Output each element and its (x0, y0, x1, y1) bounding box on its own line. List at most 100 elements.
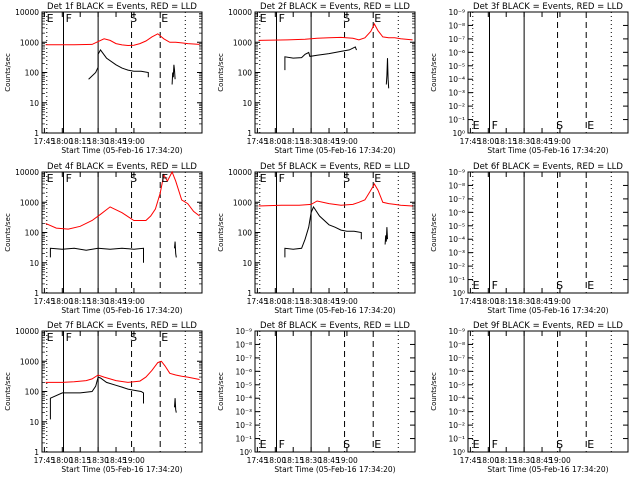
x-tick-label: 17:45 (247, 456, 269, 465)
event-marker-label: E (587, 119, 594, 132)
x-tick-label: 18:30 (513, 137, 535, 146)
event-marker-label: S (130, 331, 137, 344)
panel-det3: Det 3f BLACK = Events, RED = LLD Counts/s… (430, 2, 629, 155)
x-tick-label: 19:00 (336, 137, 358, 146)
y-tick-label: 10000 (15, 168, 39, 177)
x-tick-label: 18:30 (87, 137, 109, 146)
y-tick-label: 10⁻⁸ (448, 340, 465, 349)
series-lld-line (258, 22, 413, 41)
event-marker-label: F (279, 12, 285, 25)
x-tick-label: 18:45 (105, 456, 127, 465)
series-events-line (88, 48, 149, 80)
x-tick-label: 18:15 (282, 456, 304, 465)
x-tick-label: 17:45 (460, 456, 482, 465)
x-tick-label: 18:00 (51, 297, 73, 306)
x-tick-label: 17:45 (460, 297, 482, 306)
event-marker-label: F (492, 438, 498, 451)
panel-title: Det 2f BLACK = Events, RED = LLD (260, 2, 410, 12)
y-tick-label: 10000 (15, 327, 39, 336)
event-marker-label: F (279, 172, 285, 185)
x-tick-label: 18:15 (495, 456, 517, 465)
y-tick-label: 10⁻⁶ (235, 367, 252, 376)
event-marker-label: S (556, 438, 563, 451)
y-tick-label: 1000 (20, 38, 39, 47)
y-tick-label: 10⁻¹ (448, 435, 465, 444)
y-tick-label: 10 (242, 259, 252, 268)
y-axis-label: Counts/sec (217, 213, 225, 252)
x-axis-label: Start Time (05-Feb-16 17:34:20) (61, 465, 182, 474)
x-tick-label: 19:00 (549, 137, 571, 146)
event-marker-label: E (374, 438, 381, 451)
series-events-line (284, 46, 357, 71)
y-tick-label: 10⁻⁹ (448, 8, 465, 17)
x-tick-label: 18:15 (69, 137, 91, 146)
y-tick-label: 10⁻¹ (235, 435, 252, 444)
x-tick-label: 19:00 (123, 456, 145, 465)
plot-frame (254, 330, 416, 453)
y-tick-label: 10⁻³ (235, 408, 252, 417)
y-tick-label: 10⁻⁹ (448, 168, 465, 177)
x-tick-label: 18:30 (513, 456, 535, 465)
y-tick-label: 10⁻² (448, 421, 465, 430)
event-marker-label: S (556, 119, 563, 132)
y-tick-label: 10⁻⁴ (448, 235, 465, 244)
event-marker-label: F (66, 12, 72, 25)
y-axis-label: Counts/sec (4, 372, 12, 411)
series-lld-line (45, 33, 200, 47)
panel-det1: Det 1f BLACK = Events, RED = LLD Counts/s… (4, 2, 203, 155)
event-marker-label: E (161, 172, 168, 185)
x-tick-label: 18:45 (318, 137, 340, 146)
y-tick-label: 10⁻⁵ (448, 381, 465, 390)
y-tick-label: 10 (242, 99, 252, 108)
panel-det2: Det 2f BLACK = Events, RED = LLD Counts/s… (217, 2, 416, 155)
y-tick-label: 10⁻⁶ (448, 208, 465, 217)
x-tick-label: 18:00 (477, 456, 499, 465)
x-tick-label: 19:00 (336, 297, 358, 306)
y-tick-label: 10 (29, 259, 39, 268)
event-marker-label: S (130, 172, 137, 185)
x-tick-label: 18:15 (495, 297, 517, 306)
x-tick-label: 18:45 (531, 297, 553, 306)
y-axis-label: Counts/sec (430, 53, 438, 92)
x-tick-label: 18:30 (300, 137, 322, 146)
y-tick-label: 1 (34, 289, 39, 298)
x-tick-label: 18:45 (318, 456, 340, 465)
y-tick-label: 10000 (228, 8, 252, 17)
series-lld-line (258, 183, 413, 207)
plot-frame (41, 11, 203, 134)
y-tick-label: 10⁻⁵ (448, 62, 465, 71)
y-tick-label: 100 (25, 229, 40, 238)
series-lld-line (45, 360, 200, 383)
x-tick-label: 17:45 (247, 297, 269, 306)
y-tick-label: 10 (29, 99, 39, 108)
panel-title: Det 5f BLACK = Events, RED = LLD (260, 162, 410, 172)
series-events-line (384, 227, 388, 245)
y-tick-label: 10⁻⁷ (235, 354, 252, 363)
x-tick-label: 18:00 (477, 297, 499, 306)
x-tick-label: 18:00 (264, 456, 286, 465)
plot-frame (467, 330, 629, 453)
x-axis-label: Start Time (05-Feb-16 17:34:20) (61, 306, 182, 315)
y-tick-label: 10⁻¹ (448, 116, 465, 125)
x-tick-label: 17:45 (34, 137, 56, 146)
plot-frame (41, 330, 203, 453)
y-tick-label: 10000 (15, 8, 39, 17)
y-tick-label: 10⁻³ (448, 408, 465, 417)
y-tick-label: 1000 (20, 198, 39, 207)
event-marker-label: E (47, 12, 54, 25)
panel-det9: Det 9f BLACK = Events, RED = LLD Counts/s… (430, 321, 629, 474)
y-tick-label: 10⁻⁸ (235, 340, 252, 349)
x-axis-label: Start Time (05-Feb-16 17:34:20) (274, 146, 395, 155)
x-tick-label: 17:45 (247, 137, 269, 146)
y-tick-label: 10⁻⁵ (235, 381, 252, 390)
y-tick-label: 10⁻² (448, 102, 465, 111)
x-tick-label: 18:15 (69, 456, 91, 465)
event-marker-label: E (587, 438, 594, 451)
x-tick-label: 18:00 (477, 137, 499, 146)
plot-frame (254, 171, 416, 294)
y-tick-label: 10⁻⁷ (448, 354, 465, 363)
event-marker-label: F (492, 119, 498, 132)
y-tick-label: 10⁻⁵ (448, 222, 465, 231)
y-tick-label: 1 (247, 289, 252, 298)
event-marker-label: S (343, 172, 350, 185)
